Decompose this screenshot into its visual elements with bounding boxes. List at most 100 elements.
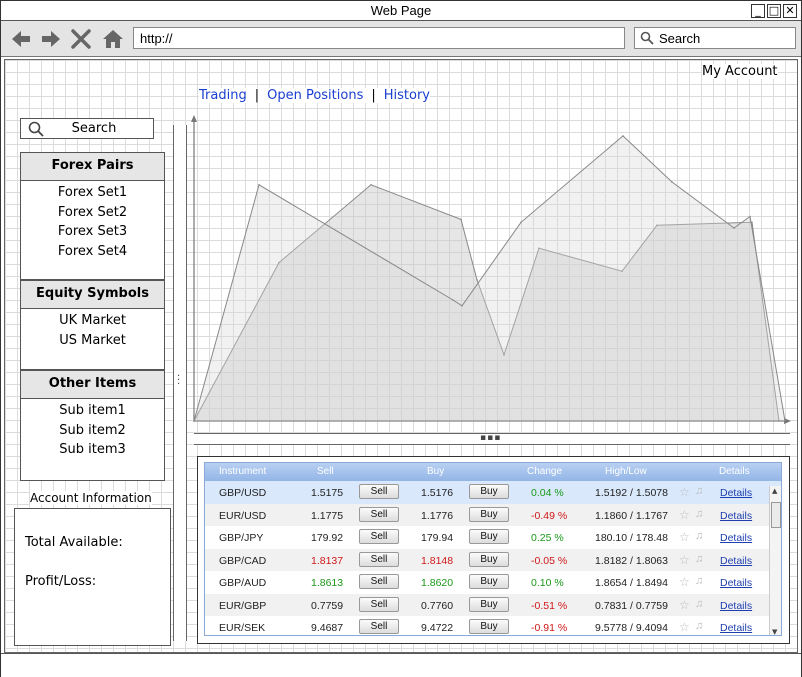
list-item[interactable]: Forex Set1	[57, 185, 128, 200]
sell-button[interactable]: Sell	[359, 551, 399, 567]
column-header[interactable]: Buy	[427, 466, 445, 477]
scroll-down-icon[interactable]: ▼	[772, 628, 778, 636]
column-header[interactable]: Instrument	[219, 466, 267, 477]
horizontal-splitter[interactable]: ▪▪▪	[194, 433, 790, 445]
quotes-panel: Instrument Sell Buy Change High/Low Deta…	[197, 456, 790, 644]
table-row[interactable]: GBP/AUD 1.8613 Sell 1.8620 Buy 0.10 % 1.8654 /…	[205, 571, 781, 594]
table-row[interactable]: GBP/USD 1.5175 Sell 1.5176 Buy 0.04 % 1.5192 /…	[205, 481, 781, 504]
panel-title: Equity Symbols	[21, 281, 164, 309]
my-account-link[interactable]: My Account	[702, 64, 778, 79]
main-nav: Trading | Open Positions | History	[199, 88, 430, 103]
nav-open-positions[interactable]: Open Positions	[267, 88, 364, 103]
sell-price-cell: 1.8613	[311, 577, 344, 589]
chart-point	[370, 184, 372, 186]
bell-icon[interactable]: ♫	[695, 530, 704, 542]
table-row[interactable]: GBP/CAD 1.8137 Sell 1.8148 Buy -0.05 % 1.8182 …	[205, 548, 781, 571]
sell-button[interactable]: Sell	[359, 529, 399, 544]
panel-title: Forex Pairs	[21, 153, 164, 181]
star-icon[interactable]: ☆	[679, 530, 690, 544]
sidebar-search-input[interactable]: Search	[20, 118, 154, 139]
details-link[interactable]: Details	[720, 509, 753, 522]
details-link[interactable]: Details	[720, 577, 753, 589]
list-item[interactable]: Forex Set4	[57, 243, 128, 259]
column-header[interactable]: High/Low	[605, 466, 647, 477]
details-link[interactable]: Details	[720, 554, 753, 567]
star-icon[interactable]: ☆	[679, 620, 690, 634]
maximize-button[interactable]: □	[767, 4, 781, 18]
details-link[interactable]: Details	[720, 622, 753, 634]
sell-button[interactable]: Sell	[359, 506, 399, 522]
buy-price-cell: 179.94	[421, 532, 454, 544]
minimize-button[interactable]: _	[751, 4, 765, 18]
table-row[interactable]: GBP/JPY 179.92 Sell 179.94 Buy 0.25 % 180.10 /…	[205, 526, 781, 549]
table-row[interactable]: EUR/GBP 0.7759 Sell 0.7760 Buy -0.51 % 0.7831 …	[205, 593, 781, 616]
buy-button[interactable]: Buy	[469, 596, 509, 612]
sell-button[interactable]: Sell	[359, 596, 399, 612]
star-icon[interactable]: ☆	[679, 485, 690, 499]
close-window-button[interactable]: ✕	[783, 4, 797, 18]
bell-icon[interactable]: ♫	[695, 575, 704, 587]
column-header[interactable]: Change	[527, 466, 563, 477]
column-header[interactable]: Sell	[317, 466, 334, 477]
close-icon[interactable]	[69, 27, 93, 51]
details-link[interactable]: Details	[720, 599, 753, 612]
home-icon[interactable]	[101, 27, 125, 51]
buy-button[interactable]: Buy	[469, 574, 509, 589]
star-icon[interactable]: ☆	[679, 552, 690, 567]
buy-button[interactable]: Buy	[469, 551, 509, 567]
bell-icon[interactable]: ♫	[695, 552, 704, 565]
nav-trading[interactable]: Trading	[199, 88, 247, 103]
url-input[interactable]: http://	[133, 27, 625, 49]
sell-price-cell: 1.5175	[311, 487, 344, 499]
bell-icon[interactable]: ♫	[695, 485, 704, 497]
bell-icon[interactable]: ♫	[695, 507, 704, 520]
buy-button[interactable]: Buy	[469, 619, 509, 634]
change-cell: 0.04 %	[531, 487, 564, 499]
account-info-title: Account Information	[30, 491, 152, 505]
list-item[interactable]: Sub item2	[59, 422, 126, 438]
bell-icon[interactable]: ♫	[695, 597, 704, 610]
list-item[interactable]: Forex Set3	[57, 224, 128, 240]
account-info-box: Total Available: Profit/Loss:	[14, 508, 171, 646]
chart-point	[784, 420, 786, 422]
list-item[interactable]: Sub item3	[59, 442, 126, 458]
column-header[interactable]: Details	[719, 466, 750, 477]
list-item[interactable]: US Market	[59, 332, 126, 348]
vertical-splitter[interactable]: · · ·	[173, 125, 187, 641]
arrow-right-icon[interactable]	[39, 27, 63, 51]
chart-point	[476, 279, 478, 281]
table-row[interactable]: EUR/SEK 9.4687 Sell 9.4722 Buy -0.91 % 9.5778 …	[205, 616, 781, 635]
list-item[interactable]: Sub item1	[59, 403, 126, 418]
instrument-cell: GBP/USD	[219, 487, 267, 499]
buy-button[interactable]: Buy	[469, 529, 509, 544]
bell-icon[interactable]: ♫	[695, 620, 704, 632]
table-row[interactable]: EUR/USD 1.1775 Sell 1.1776 Buy -0.49 % 1.1860 …	[205, 503, 781, 526]
sell-price-cell: 179.92	[311, 532, 344, 544]
instrument-cell: GBP/AUD	[219, 577, 267, 589]
star-icon[interactable]: ☆	[679, 597, 690, 612]
list-item[interactable]: Forex Set2	[57, 204, 128, 220]
chart-point	[193, 420, 195, 422]
buy-button[interactable]: Buy	[469, 506, 509, 522]
price-chart	[189, 113, 795, 433]
sell-button[interactable]: Sell	[359, 619, 399, 634]
grid-scrollbar[interactable]: ▲ ▼	[769, 486, 781, 636]
chart-point	[520, 221, 522, 224]
scroll-up-icon[interactable]: ▲	[772, 487, 778, 495]
buy-button[interactable]: Buy	[469, 484, 509, 499]
star-icon[interactable]: ☆	[679, 575, 690, 589]
sell-button[interactable]: Sell	[359, 574, 399, 589]
browser-search-input[interactable]: Search	[634, 27, 796, 49]
details-link[interactable]: Details	[720, 487, 753, 499]
sell-button[interactable]: Sell	[359, 484, 399, 499]
splitter-grip-icon: ▪▪▪	[480, 433, 502, 443]
list-item[interactable]: UK Market	[59, 313, 126, 328]
high-low-cell: 1.8182 / 1.8063	[595, 554, 668, 567]
star-icon[interactable]: ☆	[679, 507, 690, 522]
search-icon	[640, 31, 654, 45]
arrow-left-icon[interactable]	[9, 27, 33, 51]
nav-history[interactable]: History	[383, 88, 430, 103]
details-link[interactable]: Details	[720, 532, 753, 544]
scroll-thumb[interactable]	[771, 502, 781, 528]
